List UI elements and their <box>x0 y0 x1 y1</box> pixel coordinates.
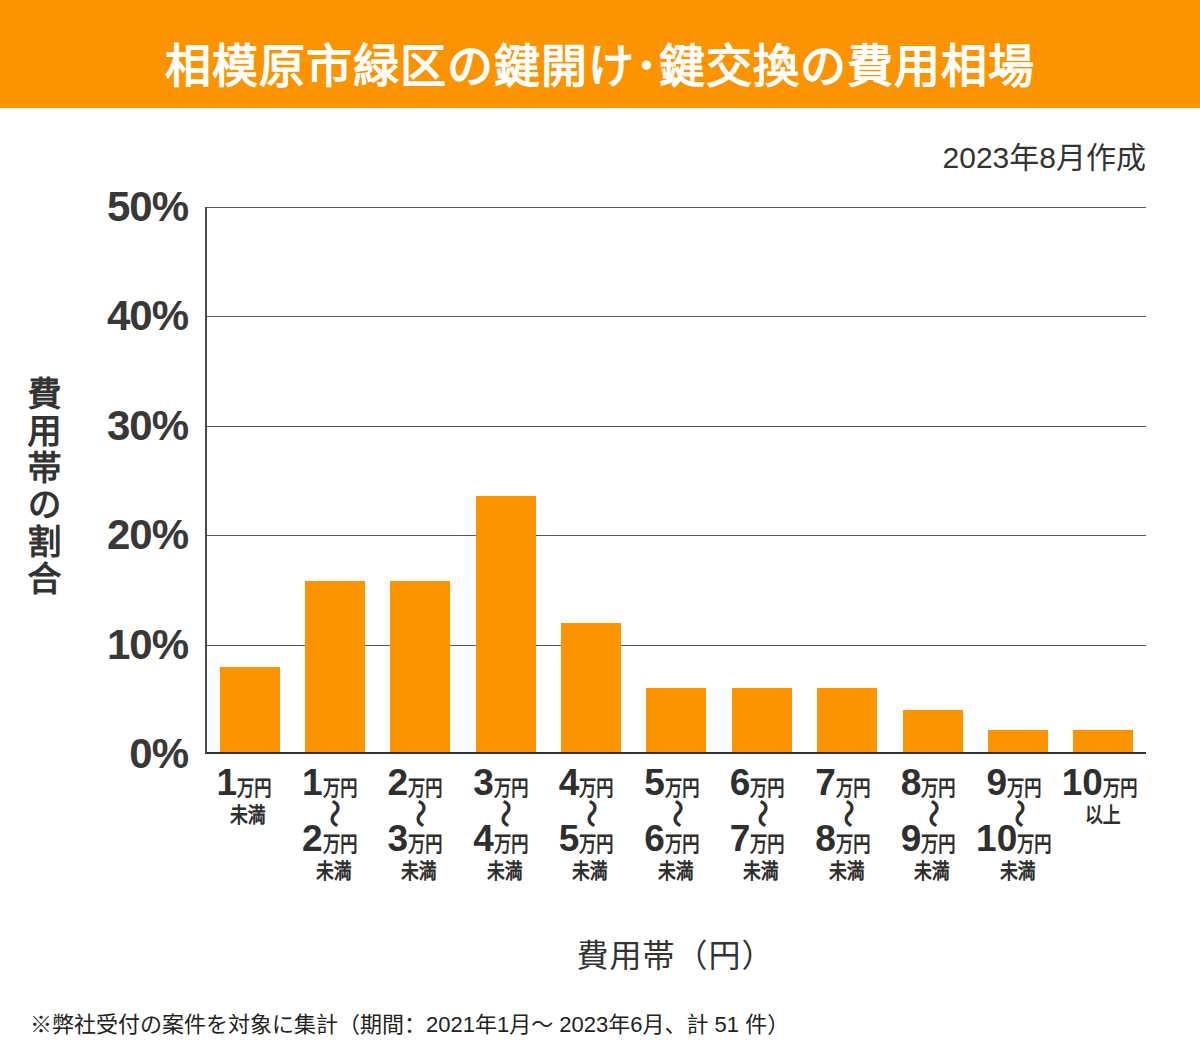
bars-container <box>207 207 1146 752</box>
y-tick-label: 20% <box>0 513 188 557</box>
bar-slot <box>719 207 804 752</box>
bar-slot <box>1061 207 1146 752</box>
bar-slot <box>548 207 633 752</box>
created-date-note: 2023年8月作成 <box>943 133 1146 177</box>
x-tick-label: 2万円〜3万円未満 <box>376 768 462 883</box>
plot-area <box>205 207 1146 754</box>
y-axis-tick-labels: 50%40%30%20%10%0% <box>0 207 188 754</box>
bar-slot <box>634 207 719 752</box>
bar-slot <box>378 207 463 752</box>
bar <box>903 710 963 753</box>
bar-slot <box>463 207 548 752</box>
bar <box>390 581 450 752</box>
page-title: 相模原市緑区の鍵開け･鍵交換の費用相場 <box>165 29 1035 95</box>
bar <box>988 730 1048 752</box>
title-banner: 相模原市緑区の鍵開け･鍵交換の費用相場 <box>0 0 1200 108</box>
y-tick-label: 10% <box>0 623 188 667</box>
footnote: ※弊社受付の案件を対象に集計（期間：2021年1月～ 2023年6月、計 51 … <box>30 1006 789 1038</box>
x-tick-label: 10万円以上 <box>1060 768 1146 883</box>
x-axis-title: 費用帯（円） <box>205 930 1146 976</box>
bar-slot <box>207 207 292 752</box>
x-tick-label: 6万円〜7万円未満 <box>718 768 804 883</box>
bar <box>305 581 365 752</box>
x-tick-label: 4万円〜5万円未満 <box>547 768 633 883</box>
y-tick-label: 30% <box>0 404 188 448</box>
x-tick-label: 7万円〜8万円未満 <box>804 768 890 883</box>
bar <box>817 688 877 752</box>
x-tick-label: 3万円〜4万円未満 <box>462 768 548 883</box>
bar <box>476 496 536 752</box>
y-tick-label: 40% <box>0 294 188 338</box>
bar <box>220 667 280 752</box>
x-tick-label: 9万円〜10万円未満 <box>975 768 1061 883</box>
bar-slot <box>805 207 890 752</box>
bar <box>732 688 792 752</box>
x-tick-label: 8万円〜9万円未満 <box>889 768 975 883</box>
x-axis-tick-labels: 1万円未満1万円〜2万円未満2万円〜3万円未満3万円〜4万円未満4万円〜5万円未… <box>205 768 1146 883</box>
x-tick-label: 1万円未満 <box>205 768 291 883</box>
x-tick-label: 5万円〜6万円未満 <box>633 768 719 883</box>
bar <box>1073 730 1133 752</box>
bar-slot <box>890 207 975 752</box>
y-tick-label: 0% <box>0 732 188 776</box>
x-tick-label: 1万円〜2万円未満 <box>291 768 377 883</box>
bar <box>646 688 706 752</box>
page: 相模原市緑区の鍵開け･鍵交換の費用相場 2023年8月作成 費用帯の割合 50%… <box>0 0 1200 1041</box>
bar <box>561 623 621 752</box>
bar-slot <box>292 207 377 752</box>
y-tick-label: 50% <box>0 185 188 229</box>
bar-slot <box>975 207 1060 752</box>
